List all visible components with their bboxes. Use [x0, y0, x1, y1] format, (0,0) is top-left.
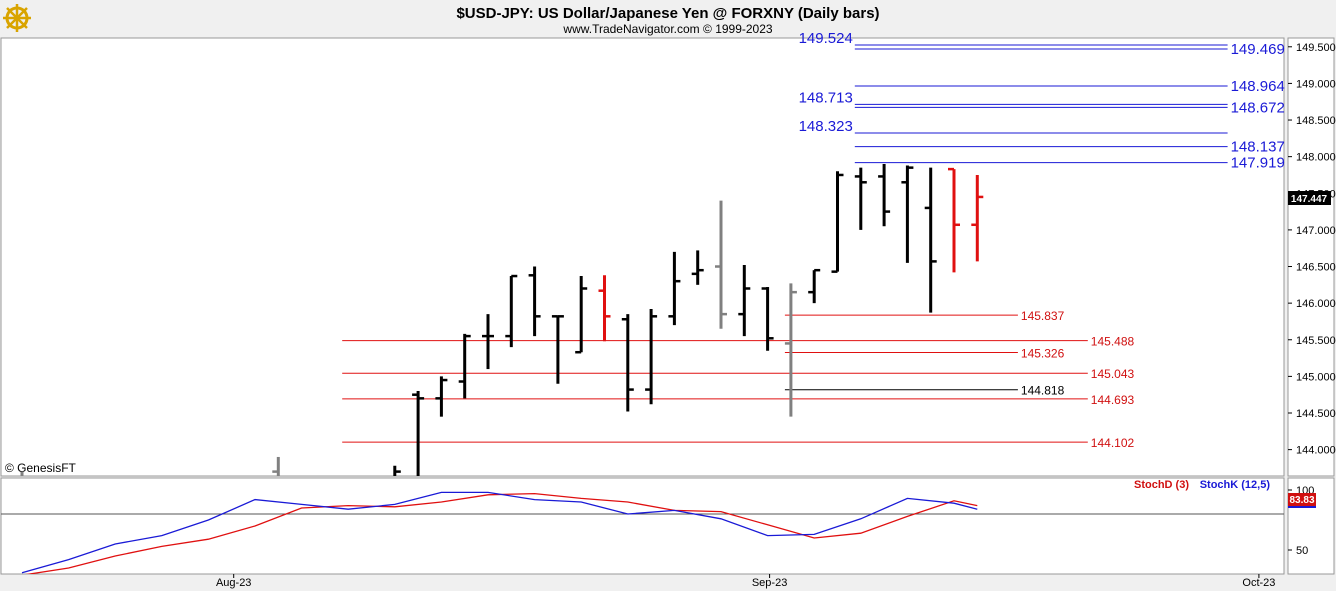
stoch-tick-label: 50 [1296, 545, 1308, 557]
price-tick-label: 148.500 [1296, 115, 1336, 127]
stoch-series-line [21, 491, 978, 574]
price-tick-label: 149.500 [1296, 42, 1336, 54]
svg-text:147.447: 147.447 [1291, 194, 1328, 205]
level-label: 148.964 [1231, 78, 1285, 95]
level-label: 144.102 [1091, 436, 1135, 450]
level-label: 144.693 [1091, 393, 1135, 407]
price-tick-label: 149.000 [1296, 78, 1336, 90]
stochastic-lines [1, 491, 1284, 574]
level-label: 145.043 [1091, 367, 1135, 381]
watermark: © GenesisFT [5, 461, 77, 475]
level-label: 147.919 [1231, 155, 1285, 172]
last-price-tag: 147.447 [1288, 191, 1331, 205]
svg-text:83.83: 83.83 [1289, 495, 1314, 506]
level-label: 145.837 [1021, 309, 1065, 323]
chart-title: $USD-JPY: US Dollar/Japanese Yen @ FORXN… [456, 5, 879, 22]
stoch-series-line [25, 492, 978, 574]
date-tick-label: Sep-23 [752, 577, 787, 589]
ship-wheel-logo-icon [3, 4, 31, 32]
price-tick-label: 146.500 [1296, 262, 1336, 274]
price-axis [1287, 37, 1335, 477]
price-tick-label: 144.500 [1296, 408, 1336, 420]
level-label: 149.524 [799, 30, 853, 47]
level-label: 145.326 [1021, 347, 1065, 361]
level-label: 144.818 [1021, 384, 1065, 398]
price-tick-label: 148.000 [1296, 152, 1336, 164]
level-label: 148.323 [799, 118, 853, 135]
stochd-label: StochD (3) [1134, 479, 1189, 491]
chart-subtitle: www.TradeNavigator.com © 1999-2023 [562, 22, 772, 36]
level-label: 149.469 [1231, 41, 1285, 58]
level-label: 148.672 [1231, 99, 1285, 116]
level-label: 148.137 [1231, 139, 1285, 156]
stoch-value-tag: 83.83 [1288, 493, 1316, 508]
level-label: 145.488 [1091, 335, 1135, 349]
date-tick-label: Oct-23 [1242, 577, 1275, 589]
price-tick-label: 146.000 [1296, 298, 1336, 310]
price-tick-label: 144.000 [1296, 445, 1336, 457]
date-tick-label: Aug-23 [216, 577, 251, 589]
indicator-panel [0, 477, 1285, 575]
stochk-label: StochK (12,5) [1200, 479, 1271, 491]
price-tick-label: 145.000 [1296, 371, 1336, 383]
price-tick-label: 147.000 [1296, 225, 1336, 237]
level-label: 148.713 [799, 89, 853, 106]
price-bars [20, 163, 984, 476]
price-tick-label: 145.500 [1296, 335, 1336, 347]
price-levels: 149.469 149.524 148.964 148.713 148.672 148.3… [342, 30, 1285, 450]
price-panel [0, 37, 1285, 477]
date-axis-ticks: Aug-23 Sep-23 Oct-23 [216, 574, 1275, 589]
